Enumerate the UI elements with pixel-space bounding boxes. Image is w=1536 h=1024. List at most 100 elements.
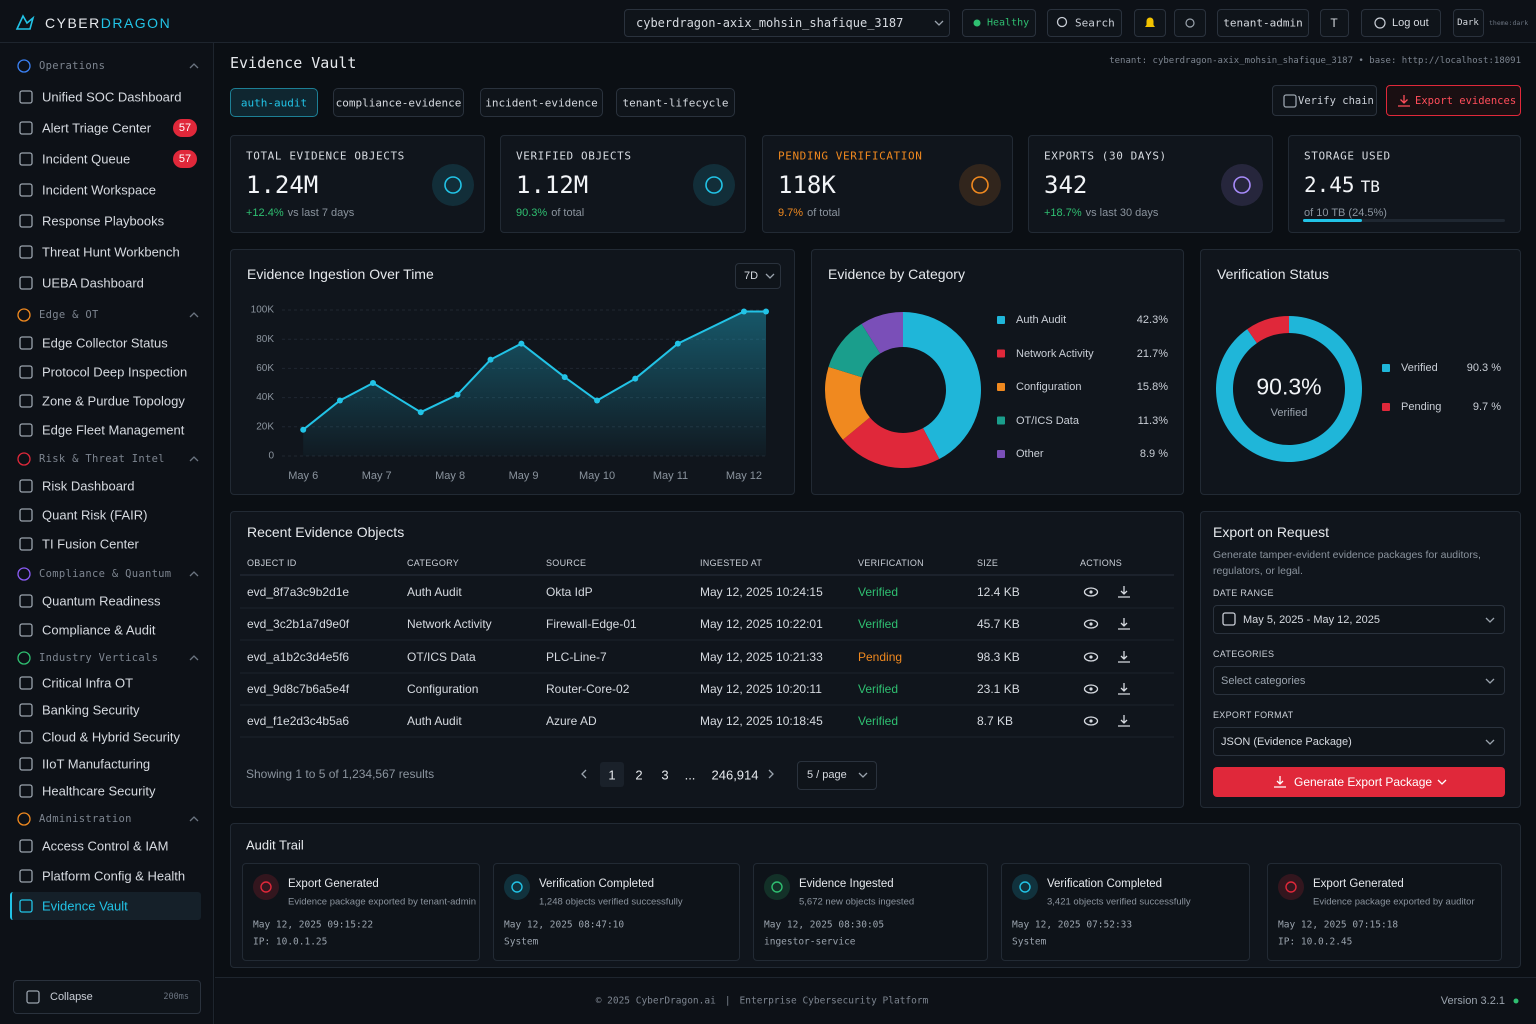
table-cell: 12.4 KB: [977, 585, 1020, 599]
tab[interactable]: [616, 88, 735, 117]
field-value[interactable]: May 5, 2025 - May 12, 2025: [1243, 614, 1380, 626]
kpi-value: 118K: [778, 171, 836, 199]
nav-item[interactable]: Edge Collector Status: [42, 335, 168, 351]
search-text[interactable]: Search: [1075, 16, 1115, 30]
page-link[interactable]: 1: [608, 767, 616, 783]
page-active[interactable]: [600, 762, 624, 787]
collapse-button[interactable]: [13, 980, 201, 1014]
nav-item[interactable]: Threat Hunt Workbench: [42, 244, 180, 260]
range-text[interactable]: 7D: [744, 270, 759, 282]
nav-item[interactable]: Risk Dashboard: [42, 478, 135, 494]
page-link[interactable]: 3: [661, 767, 669, 783]
nav-item[interactable]: Compliance & Audit: [42, 622, 156, 638]
avatar-initial[interactable]: T: [1330, 16, 1338, 30]
page-size-text[interactable]: 5 / page: [807, 769, 847, 781]
nav-item[interactable]: Cloud & Hybrid Security: [42, 729, 180, 745]
generate-text[interactable]: Generate Export Package: [1294, 775, 1433, 789]
nav-item[interactable]: Banking Security: [42, 702, 140, 718]
theme-button[interactable]: [1453, 9, 1484, 37]
legend-label: Configuration: [1016, 381, 1082, 393]
user-button[interactable]: [1217, 9, 1309, 37]
audit-item-title: Verification Completed: [1047, 878, 1163, 890]
nav-item[interactable]: TI Fusion Center: [42, 536, 139, 552]
generate-button[interactable]: [1213, 767, 1505, 797]
collapse-text[interactable]: Collapse: [50, 991, 93, 1003]
notifications-button[interactable]: [1134, 9, 1166, 37]
nav-item[interactable]: Quant Risk (FAIR): [42, 507, 148, 523]
nav-item[interactable]: Unified SOC Dashboard: [42, 89, 182, 105]
brand-part: CYBER: [45, 15, 101, 31]
avatar[interactable]: [1320, 9, 1349, 37]
kpi-label: STORAGE USED: [1304, 149, 1391, 163]
table-cell: May 12, 2025 10:22:01: [700, 617, 823, 631]
tab[interactable]: [333, 88, 464, 117]
nav-item[interactable]: UEBA Dashboard: [42, 275, 144, 291]
table-cell: evd_a1b2c3d4e5f6: [247, 650, 350, 664]
section-title[interactable]: Operations: [39, 60, 106, 72]
audit-item-time: May 12, 2025 07:52:33: [1012, 919, 1133, 931]
table-panel: [230, 511, 1184, 808]
kpi-note: of 10 TB (24.5%): [1304, 207, 1387, 219]
nav-item[interactable]: Platform Config & Health: [42, 868, 186, 884]
nav-item[interactable]: Zone & Purdue Topology: [42, 393, 185, 409]
audit-card: [1001, 863, 1250, 961]
tab-label[interactable]: compliance-evidence: [335, 96, 462, 110]
audit-item-desc: 5,672 new objects ingested: [799, 896, 915, 908]
table-cell: Verified: [858, 714, 899, 728]
section-title[interactable]: Edge & OT: [39, 309, 99, 321]
nav-item[interactable]: Evidence Vault: [42, 898, 128, 914]
nav-item[interactable]: Access Control & IAM: [42, 838, 169, 854]
field-value[interactable]: Select categories: [1221, 675, 1306, 687]
nav-item[interactable]: Healthcare Security: [42, 783, 156, 799]
tab-label[interactable]: auth-audit: [240, 96, 308, 110]
tenant-name: cyberdragon-axix_mohsin_shafique_3187: [636, 16, 904, 30]
page-link[interactable]: 246,914: [711, 767, 759, 783]
tab-label[interactable]: tenant-lifecycle: [622, 96, 729, 110]
kpi-label: TOTAL EVIDENCE OBJECTS: [246, 149, 405, 163]
kpi-unit: TB: [1360, 177, 1380, 196]
page-link[interactable]: 2: [635, 767, 643, 783]
nav-item[interactable]: Protocol Deep Inspection: [42, 364, 188, 380]
verify-text[interactable]: Verify chain: [1298, 95, 1374, 107]
tenant-select[interactable]: [624, 9, 950, 37]
export-text[interactable]: Export evidences: [1415, 95, 1517, 107]
nav-item[interactable]: Alert Triage Center: [42, 120, 152, 136]
nav-item[interactable]: Incident Workspace: [42, 182, 156, 198]
table-cell: Azure AD: [546, 714, 597, 728]
audit-item-title: Evidence Ingested: [799, 878, 894, 890]
nav-item[interactable]: Edge Fleet Management: [42, 422, 185, 438]
page-link[interactable]: ...: [684, 767, 696, 783]
field-input[interactable]: [1213, 605, 1505, 634]
activity-button[interactable]: [1174, 9, 1206, 37]
section-title[interactable]: Compliance & Quantum: [39, 568, 172, 580]
kpi-delta: +12.4%: [246, 207, 284, 219]
nav-item[interactable]: Response Playbooks: [42, 213, 165, 229]
range-select[interactable]: [735, 263, 781, 289]
nav-item[interactable]: IIoT Manufacturing: [42, 756, 151, 772]
nav-item[interactable]: Critical Infra OT: [42, 675, 134, 691]
theme-text[interactable]: Dark: [1457, 18, 1479, 28]
field-value[interactable]: JSON (Evidence Package): [1221, 736, 1352, 748]
logout-button[interactable]: [1361, 9, 1441, 37]
section-title[interactable]: Risk & Threat Intel: [39, 453, 165, 465]
field-input[interactable]: [1213, 727, 1505, 756]
logout-text[interactable]: Log out: [1392, 17, 1429, 29]
tab[interactable]: [480, 88, 603, 117]
column-header: ACTIONS: [1080, 558, 1123, 568]
section-title[interactable]: Industry Verticals: [39, 652, 159, 664]
field-label: DATE RANGE: [1213, 588, 1274, 598]
section-title[interactable]: Administration: [39, 813, 132, 825]
nav-item[interactable]: Quantum Readiness: [42, 593, 161, 609]
tab-label[interactable]: incident-evidence: [485, 96, 598, 110]
table-cell: Firewall-Edge-01: [546, 617, 637, 631]
audit-item-title: Export Generated: [1313, 878, 1404, 890]
field-input[interactable]: [1213, 666, 1505, 695]
audit-item-actor: IP: 10.0.1.25: [253, 936, 328, 948]
audit-card: [242, 863, 480, 961]
legend-value: 11.3%: [1137, 414, 1168, 427]
nav-item[interactable]: Incident Queue: [42, 151, 131, 167]
user-name[interactable]: tenant-admin: [1223, 16, 1303, 30]
tab[interactable]: [230, 88, 318, 117]
table-cell: evd_8f7a3c9b2d1e: [247, 585, 350, 599]
